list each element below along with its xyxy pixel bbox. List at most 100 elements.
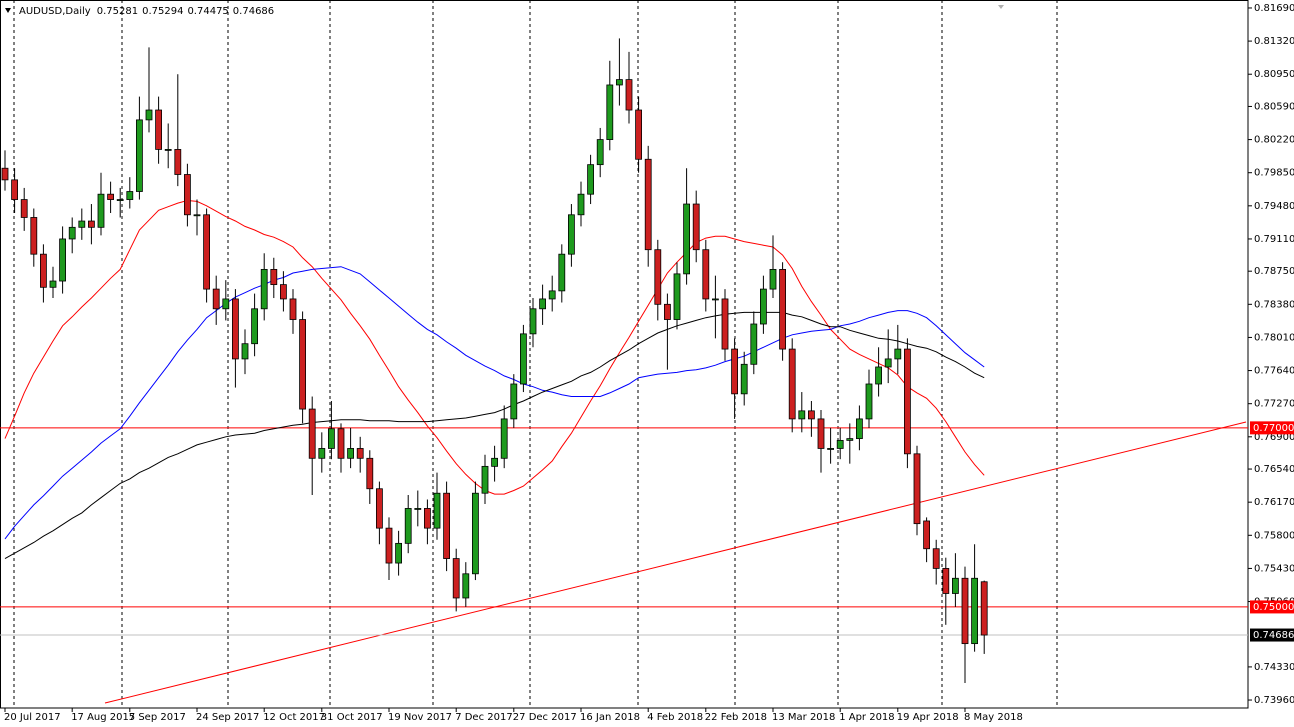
candle-body [145,109,153,121]
candle-body [683,203,690,275]
candle-body [961,577,969,645]
x-tick-label: 17 Aug 2017 [71,712,135,723]
title-part: 0.75294 [142,6,183,17]
x-tick-label: 1 Apr 2018 [839,712,894,723]
candle-body [49,280,57,288]
price-label-box [1250,600,1294,614]
price-label: 0.75000 [1253,602,1294,613]
x-tick-label: 19 Apr 2018 [897,712,959,723]
moving-average [4,266,985,540]
price-label: 0.74686 [1253,630,1294,641]
y-tick-label: 0.74330 [1254,662,1294,673]
candle-body [884,358,892,368]
candle-body [875,366,882,385]
candle-body [30,217,38,255]
candle-body [577,193,585,216]
candle-body [952,577,959,594]
candle-body [270,268,278,286]
candle-body [164,149,172,151]
candle-body [539,298,546,310]
candle-body [481,465,489,494]
candle-body [183,174,191,216]
x-tick-label: 24 Sep 2017 [196,712,259,723]
candle-body [107,193,114,200]
candle-body [116,199,124,201]
title-part: 0.74686 [233,6,274,17]
candle-body [673,273,681,320]
shift-marker [998,5,1004,9]
y-tick-label: 0.81690 [1254,3,1294,14]
x-tick-label: 4 Feb 2018 [647,712,703,723]
candle-body [337,428,345,459]
title-part: AUDUSD,Daily [19,6,91,17]
candle-body [88,220,95,228]
candle-body [817,418,825,449]
price-label-box [1250,628,1294,642]
candle-body [443,492,451,559]
candle-body [548,290,556,300]
title-part: 0.75281 [97,6,138,17]
x-tick-label: 22 Feb 2018 [705,712,767,723]
candle-body [1,167,9,181]
candle-body [212,288,220,310]
candle-body [452,558,460,599]
price-label: 0.77000 [1253,423,1294,434]
candle-body [327,428,335,449]
moving-average [4,199,985,495]
candle-body [356,448,364,459]
title-part: 0.74475 [187,6,228,17]
x-tick-label: 12 Oct 2017 [263,712,325,723]
candle-body [788,348,796,420]
candle-body [692,203,700,251]
candle-body [20,199,28,218]
candle-body [299,319,307,410]
moving-average [4,311,985,560]
y-tick-label: 0.76170 [1254,497,1294,508]
plot-frame [0,0,1249,709]
candle-body [289,298,297,320]
candle-body [740,363,748,395]
y-tick-label: 0.78750 [1254,266,1294,277]
candle-body [97,193,105,228]
candle-body [865,383,873,420]
x-tick-label: 20 Jul 2017 [4,712,61,723]
candle-body [231,298,239,360]
candle-body [616,79,623,86]
candle-body [375,488,383,529]
x-tick-label: 27 Dec 2017 [513,712,577,723]
candle-body [491,457,499,467]
y-tick-label: 0.78380 [1254,299,1294,310]
y-tick-label: 0.76900 [1254,432,1294,443]
x-tick-label: 5 Sep 2017 [129,712,186,723]
candle-body [654,249,662,305]
y-tick-label: 0.79110 [1254,234,1294,245]
candle-body [308,408,316,459]
candle-body [40,253,47,288]
x-tick-label: 31 Oct 2017 [321,712,383,723]
candle-body [798,410,806,420]
candle-body [808,410,815,420]
chart-title: AUDUSD,Daily 0.75281 0.75294 0.74475 0.74686 [19,6,274,17]
candle-body [856,418,863,440]
y-tick-label: 0.75800 [1254,530,1294,541]
x-tick-label: 13 Mar 2018 [772,712,835,723]
candle-body [558,253,566,292]
candle-body [913,453,921,525]
candle-body [423,508,431,529]
candle-body [135,119,143,192]
candle-body [433,492,441,529]
y-tick-label: 0.80220 [1254,135,1294,146]
candle-body [568,214,575,255]
candle-body [193,214,201,217]
candle-body [760,288,767,325]
candle-body [279,284,287,300]
candle-body [404,508,412,544]
candle-body [894,348,902,360]
candle-body [587,164,594,195]
candle-body [78,220,86,228]
y-tick-label: 0.77640 [1254,366,1294,377]
candle-body [395,542,403,564]
y-tick-label: 0.78010 [1254,332,1294,343]
candle-body [510,383,518,420]
